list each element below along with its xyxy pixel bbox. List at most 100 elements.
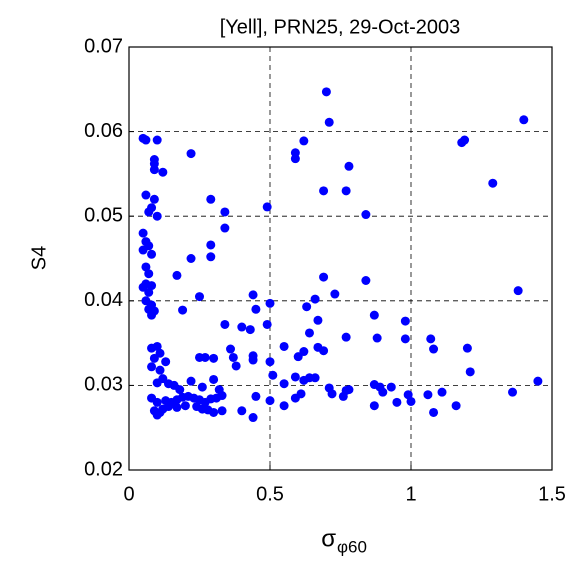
y-tick-label: 0.05 (84, 204, 123, 226)
point (386, 382, 396, 392)
point (251, 391, 261, 401)
point (195, 292, 204, 302)
point (403, 390, 413, 400)
point (152, 341, 162, 351)
point (147, 281, 157, 291)
point (152, 378, 162, 388)
point (290, 154, 300, 164)
point (324, 117, 334, 127)
point (186, 376, 196, 386)
plot-frame (128, 46, 553, 471)
point (155, 348, 165, 358)
point (465, 367, 475, 377)
point (265, 357, 275, 367)
point (144, 207, 154, 217)
point (206, 194, 216, 204)
point (206, 252, 216, 262)
point (147, 249, 157, 259)
point (369, 401, 379, 411)
x-tick-label: 0 (123, 483, 134, 505)
point (437, 387, 447, 397)
point (378, 387, 388, 397)
point (319, 186, 329, 196)
point (172, 402, 182, 412)
point (144, 287, 154, 297)
point (310, 294, 320, 304)
point (158, 167, 168, 177)
point (429, 407, 439, 417)
point (245, 325, 255, 335)
point (262, 202, 272, 212)
y-tick-label: 0.04 (84, 289, 123, 311)
point (429, 344, 439, 354)
point (248, 355, 258, 365)
y-tick-label: 0.03 (84, 374, 123, 396)
point (217, 391, 227, 401)
y-tick-label: 0.07 (84, 35, 123, 57)
point (361, 275, 371, 285)
point (406, 396, 416, 406)
point (423, 390, 433, 400)
point (400, 334, 410, 344)
x-tick-label: 1 (405, 483, 416, 505)
point (319, 272, 329, 282)
point (262, 319, 272, 329)
point (248, 413, 258, 423)
point (141, 262, 151, 272)
x-tick-label: 0.5 (256, 483, 284, 505)
point (186, 149, 196, 159)
x-tick-label: 1.5 (538, 483, 566, 505)
point (149, 306, 159, 316)
point (144, 269, 154, 279)
point (149, 194, 159, 204)
point (304, 328, 314, 338)
point (209, 407, 219, 417)
point (426, 334, 436, 344)
point (338, 391, 348, 401)
point (220, 223, 230, 233)
x-axis-label-subscript: φ60 (337, 537, 367, 556)
point (152, 397, 162, 407)
y-axis-label: S4 (28, 246, 50, 270)
point (251, 304, 261, 314)
point (206, 240, 216, 250)
point (330, 289, 340, 299)
point (172, 270, 182, 280)
point (313, 315, 323, 325)
point (200, 352, 210, 362)
point (141, 190, 151, 200)
point (149, 165, 159, 175)
point (138, 228, 148, 238)
point (141, 135, 151, 145)
point (462, 343, 472, 353)
point (344, 385, 354, 395)
point (175, 385, 185, 395)
point (327, 389, 337, 399)
point (152, 211, 162, 221)
point (519, 115, 529, 125)
point (209, 374, 219, 384)
point (265, 298, 275, 308)
point (533, 376, 543, 386)
point (302, 302, 312, 312)
point (178, 305, 188, 315)
point (265, 396, 275, 406)
point (226, 344, 236, 354)
point (279, 379, 289, 389)
point (161, 357, 171, 367)
point (400, 316, 410, 326)
point (248, 290, 258, 300)
point (321, 87, 331, 97)
point (163, 402, 173, 412)
point (310, 373, 320, 383)
point (279, 341, 289, 351)
point (152, 135, 162, 145)
point (186, 254, 196, 263)
point (344, 161, 354, 171)
point (220, 207, 230, 217)
point (513, 286, 523, 296)
point (296, 389, 306, 399)
point (155, 365, 165, 375)
